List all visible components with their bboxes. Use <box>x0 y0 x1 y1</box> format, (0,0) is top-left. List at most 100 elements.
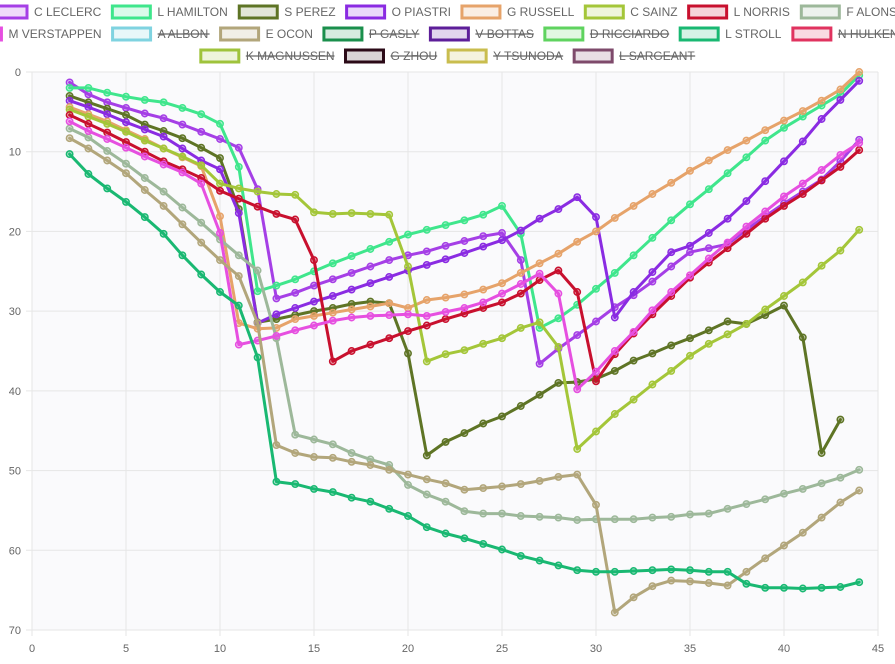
data-point[interactable] <box>216 179 224 188</box>
data-point[interactable] <box>761 311 770 320</box>
data-point[interactable] <box>460 216 469 225</box>
data-point[interactable] <box>441 241 450 250</box>
data-point[interactable] <box>836 162 845 171</box>
data-point[interactable] <box>103 104 112 113</box>
data-point[interactable] <box>253 202 262 211</box>
data-point[interactable] <box>366 302 375 311</box>
data-point[interactable] <box>610 608 619 617</box>
data-point[interactable] <box>629 515 638 524</box>
data-point[interactable] <box>686 566 694 575</box>
data-point[interactable] <box>516 226 525 235</box>
data-point[interactable] <box>197 270 206 279</box>
data-point[interactable] <box>629 395 638 404</box>
data-point[interactable] <box>855 578 864 587</box>
data-point[interactable] <box>234 340 243 349</box>
data-point[interactable] <box>592 213 600 222</box>
data-point[interactable] <box>178 120 187 129</box>
data-point[interactable] <box>347 457 356 466</box>
data-point[interactable] <box>310 256 318 265</box>
data-point[interactable] <box>140 95 149 104</box>
data-point[interactable] <box>667 512 676 521</box>
data-point[interactable] <box>836 150 845 159</box>
data-point[interactable] <box>159 229 168 238</box>
data-point[interactable] <box>404 262 412 271</box>
data-point[interactable] <box>328 357 337 366</box>
data-point[interactable] <box>761 214 770 223</box>
data-point[interactable] <box>817 96 826 105</box>
data-point[interactable] <box>798 190 807 198</box>
data-point[interactable] <box>441 350 450 359</box>
data-point[interactable] <box>441 437 450 446</box>
data-point[interactable] <box>441 529 450 538</box>
data-point[interactable] <box>216 135 224 143</box>
data-point[interactable] <box>404 230 412 239</box>
legend-item-f-alonso[interactable]: F ALONSO <box>799 4 895 20</box>
data-point[interactable] <box>197 161 206 170</box>
legend-item-a-albon[interactable]: A ALBON <box>111 26 210 42</box>
data-point[interactable] <box>272 209 281 218</box>
data-point[interactable] <box>704 509 713 518</box>
data-point[interactable] <box>629 356 638 365</box>
data-point[interactable] <box>328 488 337 497</box>
data-point[interactable] <box>366 209 375 218</box>
data-point[interactable] <box>84 170 93 178</box>
data-point[interactable] <box>704 185 713 194</box>
data-point[interactable] <box>385 465 394 474</box>
data-point[interactable] <box>761 126 770 135</box>
data-point[interactable] <box>761 583 770 592</box>
data-point[interactable] <box>216 229 224 237</box>
data-point[interactable] <box>479 232 488 241</box>
data-point[interactable] <box>498 412 506 421</box>
data-point[interactable] <box>686 334 694 343</box>
data-point[interactable] <box>780 489 788 498</box>
data-point[interactable] <box>610 567 619 576</box>
data-point[interactable] <box>460 290 469 299</box>
data-point[interactable] <box>761 207 770 216</box>
data-point[interactable] <box>234 194 243 203</box>
data-point[interactable] <box>686 351 694 360</box>
data-point[interactable] <box>648 268 657 277</box>
data-point[interactable] <box>516 480 525 489</box>
data-point[interactable] <box>592 567 600 576</box>
data-point[interactable] <box>366 279 375 288</box>
data-point[interactable] <box>140 213 149 222</box>
data-point[interactable] <box>780 541 788 550</box>
data-point[interactable] <box>460 346 469 355</box>
data-point[interactable] <box>347 305 356 314</box>
legend-item-c-sainz[interactable]: C SAINZ <box>583 4 678 20</box>
data-point[interactable] <box>197 179 206 188</box>
data-point[interactable] <box>667 565 676 574</box>
data-point[interactable] <box>592 284 600 293</box>
data-point[interactable] <box>310 208 318 217</box>
data-point[interactable] <box>178 220 187 229</box>
data-point[interactable] <box>479 210 488 219</box>
data-point[interactable] <box>65 124 74 133</box>
data-point[interactable] <box>234 251 243 260</box>
data-point[interactable] <box>629 567 638 575</box>
data-point[interactable] <box>441 221 450 230</box>
data-point[interactable] <box>253 319 262 328</box>
legend-item-l-sargeant[interactable]: L SARGEANT <box>572 48 695 64</box>
data-point[interactable] <box>385 311 394 320</box>
data-point[interactable] <box>498 334 506 343</box>
data-point[interactable] <box>554 513 563 522</box>
data-point[interactable] <box>629 288 638 296</box>
data-point[interactable] <box>291 288 300 297</box>
data-point[interactable] <box>159 201 168 210</box>
data-point[interactable] <box>234 162 243 171</box>
data-point[interactable] <box>404 310 412 319</box>
data-point[interactable] <box>366 311 375 320</box>
data-point[interactable] <box>404 327 412 336</box>
data-point[interactable] <box>366 455 375 464</box>
data-point[interactable] <box>347 209 356 218</box>
data-point[interactable] <box>667 178 676 187</box>
data-point[interactable] <box>516 289 525 298</box>
data-point[interactable] <box>460 534 469 543</box>
data-point[interactable] <box>723 567 732 576</box>
data-point[interactable] <box>310 311 318 320</box>
legend-item-g-russell[interactable]: G RUSSELL <box>460 4 575 20</box>
data-point[interactable] <box>498 482 506 491</box>
data-point[interactable] <box>592 500 600 509</box>
data-point[interactable] <box>310 453 318 461</box>
data-point[interactable] <box>422 311 431 320</box>
